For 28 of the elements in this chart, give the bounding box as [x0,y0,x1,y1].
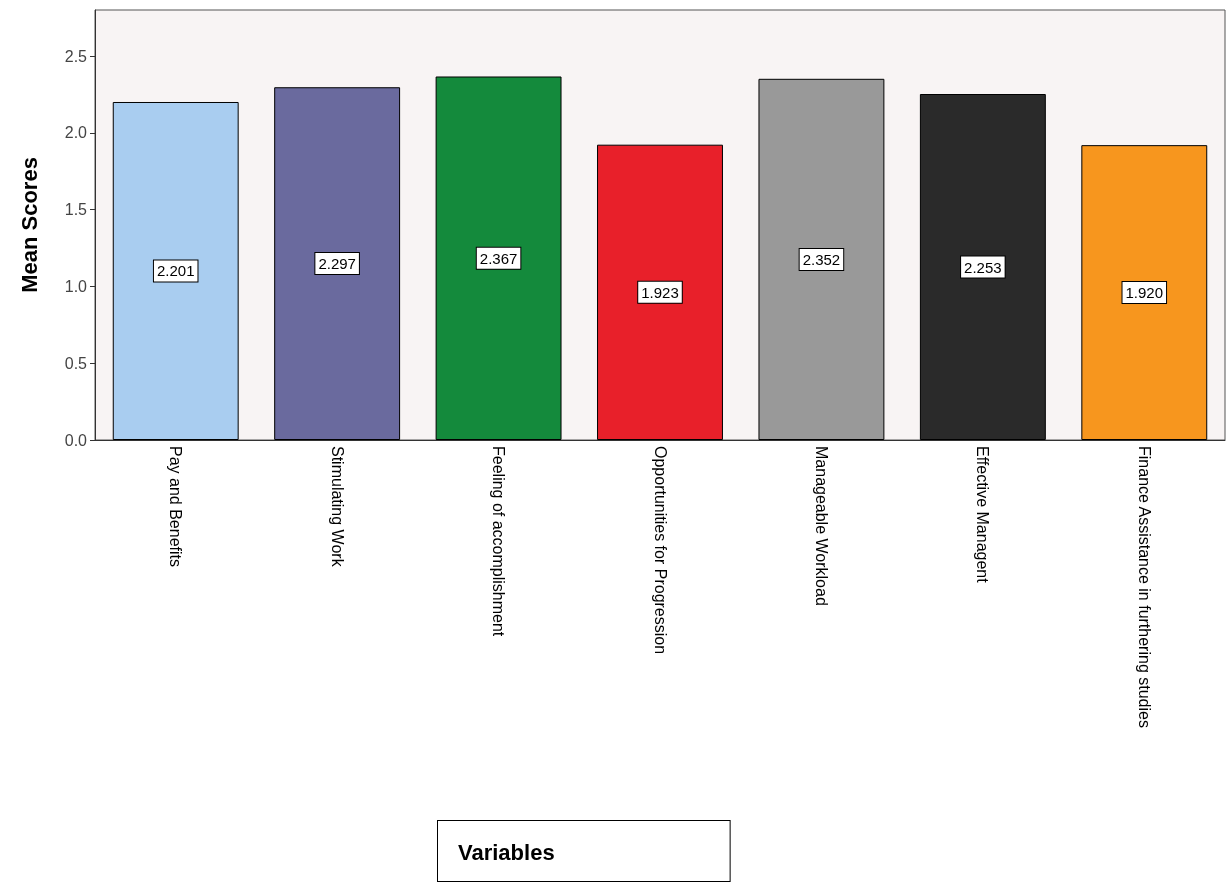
data-label: 2.352 [802,250,841,268]
y-tick-label: 0.5 [64,354,88,372]
y-axis-title: Mean Scores [16,157,42,293]
x-tick-label: Feeling of accomplishment [490,446,508,637]
bar [112,101,239,440]
bar [1081,145,1208,440]
x-tick-label: Effective Managent [974,446,992,584]
x-tick-label: Finance Assistance in furthering studies [1135,446,1153,728]
x-tick-label: Stimulating Work [328,446,346,568]
data-label: 2.201 [156,262,195,280]
text: Variables [458,839,555,865]
data-label: 2.297 [318,255,356,273]
bar [274,87,401,440]
y-tick-label: 0.0 [64,431,88,449]
bar [435,76,562,440]
bar [758,78,885,440]
data-label: 2.253 [964,258,1002,276]
y-tick-label: 2.5 [64,47,88,65]
bar [597,144,723,440]
data-label: 2.367 [479,249,518,267]
data-label: 1.923 [641,283,679,301]
y-tick-label: 2.0 [64,124,88,142]
x-tick-label: Opportunities for Progression [651,446,669,655]
x-tick-label: Pay and Benefits [167,446,185,567]
y-tick-label: 1.5 [64,201,88,219]
x-tick-label: Manageable Workload [812,446,830,606]
y-tick-label: 1.0 [64,277,88,295]
data-label: 1.920 [1125,284,1164,302]
